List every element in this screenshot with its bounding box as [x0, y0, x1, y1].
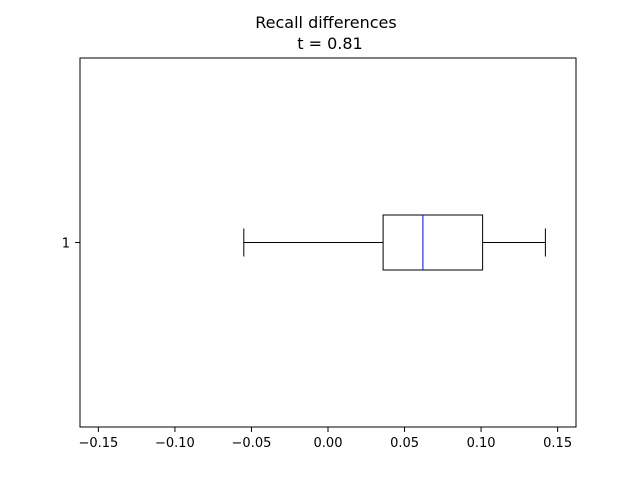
y-axis: 1	[62, 237, 80, 252]
chart-title: Recall differences	[255, 13, 396, 32]
x-tick-label: 0.15	[543, 436, 572, 451]
x-tick-label: −0.05	[232, 436, 272, 451]
x-axis: −0.15 −0.10 −0.05 0.00 0.05 0.10 0.15	[78, 427, 572, 451]
iqr-box	[382, 214, 484, 271]
plot-marks	[243, 214, 546, 271]
y-tick-label: 1	[62, 237, 70, 252]
x-tick-label: 0.05	[390, 436, 419, 451]
chart-subtitle: t = 0.81	[297, 34, 362, 53]
x-tick-label: −0.10	[155, 436, 195, 451]
x-tick-label: 0.10	[467, 436, 496, 451]
x-tick-label: 0.00	[314, 436, 343, 451]
x-tick-label: −0.15	[78, 436, 118, 451]
